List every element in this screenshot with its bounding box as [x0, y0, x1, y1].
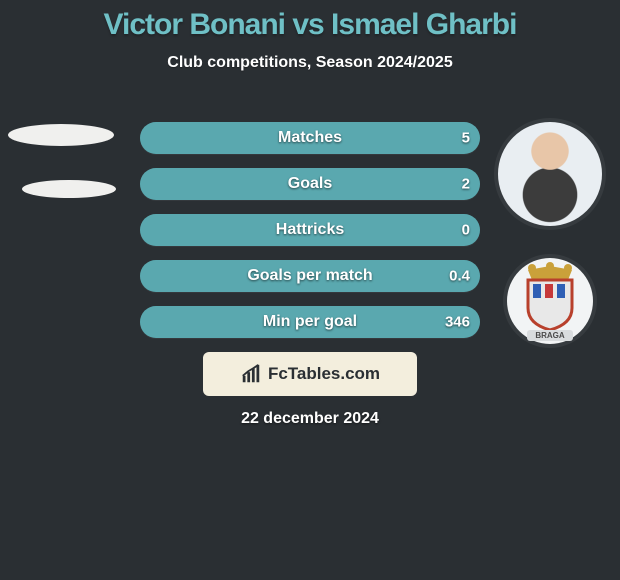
stat-label: Goals: [288, 175, 332, 193]
club-badge-graphic: BRAGA: [507, 258, 593, 344]
club-badge-ribbon: BRAGA: [527, 330, 572, 341]
left-ellipse-1: [8, 124, 114, 146]
footer-date: 22 december 2024: [241, 410, 379, 428]
stat-right-value: 0: [462, 222, 470, 239]
barchart-icon: [240, 363, 262, 385]
stat-label: Min per goal: [263, 313, 357, 331]
stat-bar: Goals 2: [140, 168, 480, 200]
stat-right-value: 2: [462, 176, 470, 193]
stat-right-value: 5: [462, 130, 470, 147]
stat-bar: Goals per match 0.4: [140, 260, 480, 292]
source-badge-text: FcTables.com: [268, 364, 380, 384]
right-player-photo: [498, 122, 602, 226]
source-badge: FcTables.com: [203, 352, 417, 396]
stat-bar: Hattricks 0: [140, 214, 480, 246]
stat-label: Hattricks: [276, 221, 344, 239]
stats-container: Matches 5 Goals 2 Hattricks 0 Goals per match 0…: [140, 122, 480, 352]
right-club-badge: BRAGA: [507, 258, 593, 344]
left-ellipse-2: [22, 180, 116, 198]
comparison-title: Victor Bonani vs Ismael Gharbi: [0, 0, 620, 42]
stat-label: Matches: [278, 129, 342, 147]
stat-right-value: 346: [445, 314, 470, 331]
shield-icon: [519, 262, 581, 334]
comparison-subtitle: Club competitions, Season 2024/2025: [0, 54, 620, 72]
stat-bar: Min per goal 346: [140, 306, 480, 338]
stat-right-value: 0.4: [449, 268, 470, 285]
stat-label: Goals per match: [247, 267, 372, 285]
stat-bar: Matches 5: [140, 122, 480, 154]
